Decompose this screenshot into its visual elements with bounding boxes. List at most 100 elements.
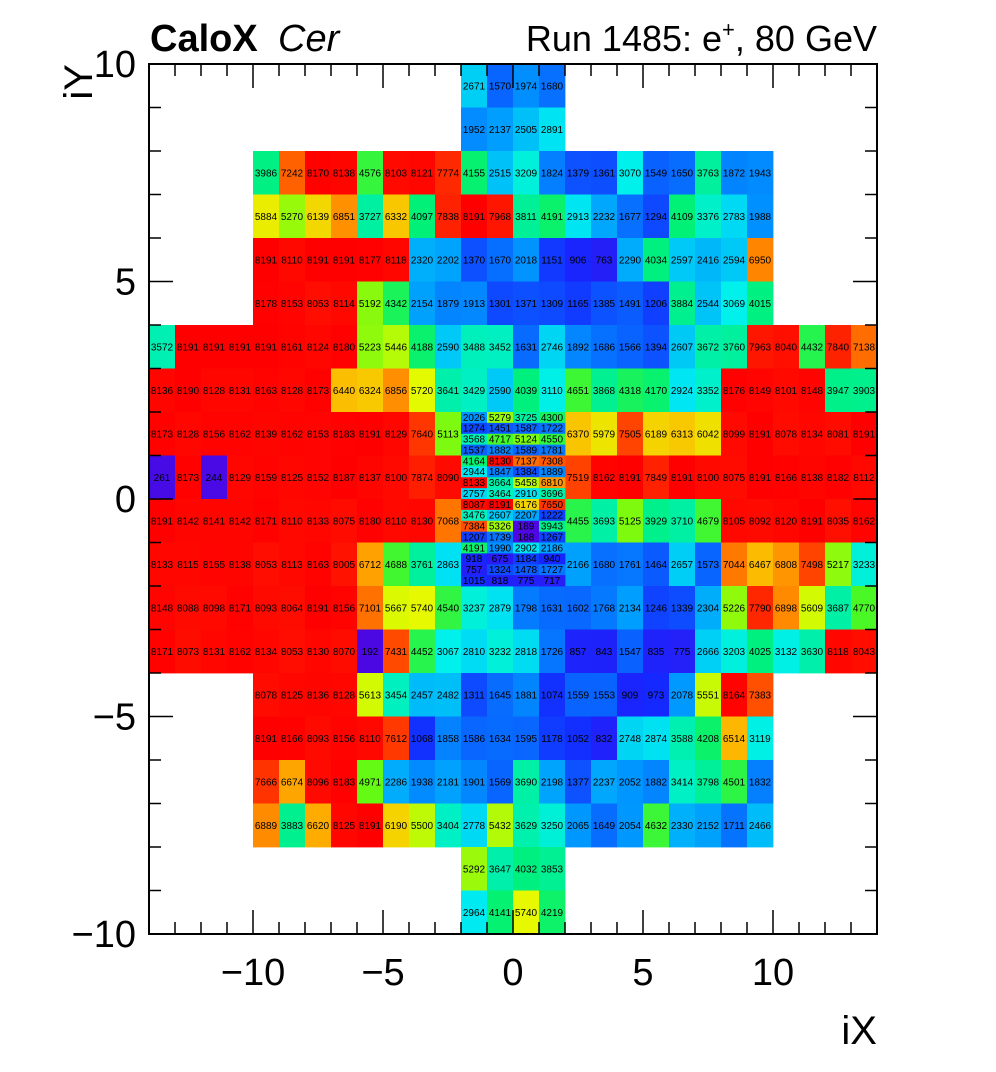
heatmap-cell [669,238,696,282]
heatmap-fine-cell [461,564,488,576]
heatmap-cell [669,803,696,848]
cell-value-label: 1206 [645,299,668,310]
cell-value-label: 8153 [281,299,304,310]
cell-value-label: 2026 [463,413,486,424]
heatmap-cell [747,542,774,587]
heatmap-cell [695,151,722,195]
heatmap-cell [331,542,358,587]
cell-value-label: 3903 [853,386,876,397]
cell-value-label: 1246 [645,603,668,614]
heatmap-cell [435,194,462,239]
cell-value-label: 6620 [307,821,330,832]
cell-value-label: 3868 [593,386,616,397]
cell-value-label: 1371 [515,299,538,310]
heatmap-cell [435,803,462,848]
cell-value-label: 4219 [541,908,564,919]
cell-value-label: 8159 [255,473,278,484]
cell-value-label: 4971 [359,777,382,788]
cell-value-label: 8128 [177,429,200,440]
cell-value-label: 8090 [437,473,460,484]
heatmap-fine-cell [461,477,488,489]
heatmap-cell [643,760,670,804]
heatmap-cell [721,716,748,761]
heatmap-fine-cell [461,433,488,446]
cell-value-label: 8148 [801,386,824,397]
heatmap-cell [357,412,384,456]
heatmap-cell [409,716,436,761]
x-tick-label: −10 [221,952,285,994]
cell-value-label: 1537 [463,445,486,456]
heatmap-fine-cell [513,499,540,511]
cell-value-label: 5125 [619,516,642,527]
heatmap-fine-cell [513,553,540,565]
heatmap-cell [305,673,332,717]
cell-value-label: 1324 [489,565,512,576]
cell-value-label: 8125 [333,821,356,832]
cell-value-label: 8118 [385,255,407,266]
heatmap-cell [461,890,488,935]
cell-value-label: 8163 [307,560,330,571]
heatmap-cell [253,151,280,195]
heatmap-cell [279,368,306,413]
cell-value-label: 3119 [749,734,771,745]
heatmap-cell [591,194,618,239]
heatmap-cell [435,716,462,761]
cell-value-label: 8148 [151,603,174,614]
cell-value-label: 3203 [723,647,746,658]
cell-value-label: 2482 [437,690,460,701]
heatmap-cell [669,281,696,326]
cell-value-label: 5113 [437,429,459,440]
heatmap-cell [747,673,774,717]
heatmap-fine-cell [487,553,514,565]
cell-value-label: 8073 [177,647,200,658]
cell-value-label: 8149 [749,386,772,397]
heatmap-cell [617,281,644,326]
cell-value-label: 2505 [515,125,538,136]
cell-value-label: 2544 [697,299,720,310]
heatmap-cell [825,586,852,630]
cell-value-label: 7383 [749,690,772,701]
heatmap-cell [357,151,384,195]
heatmap-cell [357,281,384,326]
cell-value-label: 8130 [307,647,330,658]
cell-value-label: 3069 [723,299,746,310]
heatmap-cell [695,586,722,630]
heatmap-cell [331,586,358,630]
heatmap-fine-cell [461,422,488,435]
heatmap-cell [409,194,436,239]
cell-value-label: 4208 [697,734,720,745]
heatmap-cell [721,499,748,543]
heatmap-cell [305,238,332,282]
cell-value-label: 5326 [489,522,512,533]
heatmap-cell [305,281,332,326]
cell-value-label: 8131 [229,386,252,397]
cell-value-label: 2757 [463,489,486,500]
cell-value-label: 8120 [775,516,798,527]
cell-value-label: 6712 [359,560,382,571]
cell-value-label: 7963 [749,342,772,353]
cell-value-label: 8053 [255,560,278,571]
cell-value-label: 7849 [645,473,668,484]
heatmap-fine-cell [513,575,540,587]
heatmap-cell [513,151,540,195]
cell-value-label: 8005 [333,560,356,571]
heatmap-cell [513,281,540,326]
heatmap-cell [435,412,462,456]
heatmap-cell [669,499,696,543]
heatmap-cell [227,542,254,587]
heatmap-cell [799,325,826,369]
heatmap-cell [617,673,644,717]
heatmap-cell [617,151,644,195]
heatmap-cell [721,542,748,587]
cell-value-label: 1151 [541,255,563,266]
heatmap-cell [357,542,384,587]
heatmap-cell [773,586,800,630]
heatmap-cell [565,455,592,500]
heatmap-cell [721,368,748,413]
cell-value-label: 8096 [307,777,330,788]
heatmap-cell [461,847,488,891]
cell-value-label: 2065 [567,821,590,832]
heatmap-cell [747,368,774,413]
heatmap-cell [513,629,540,674]
cell-value-label: 5223 [359,342,382,353]
